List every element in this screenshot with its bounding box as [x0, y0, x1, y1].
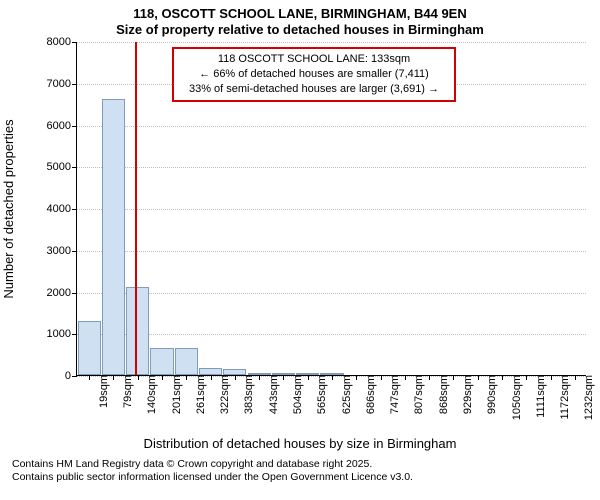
x-tick-mark	[356, 375, 357, 380]
histogram-bar	[102, 99, 125, 375]
x-tick-label: 504sqm	[290, 375, 304, 414]
chart-title: 118, OSCOTT SCHOOL LANE, BIRMINGHAM, B44…	[0, 0, 600, 39]
x-tick-label: 201sqm	[169, 375, 183, 414]
histogram-bar	[150, 348, 173, 375]
histogram-bar	[175, 348, 198, 375]
x-tick-label: 383sqm	[241, 375, 255, 414]
x-tick-label: 625sqm	[339, 375, 353, 414]
x-tick-label: 443sqm	[266, 375, 280, 414]
title-line2: Size of property relative to detached ho…	[0, 22, 600, 38]
y-gridline	[77, 293, 586, 294]
x-tick-mark	[235, 375, 236, 380]
infobox-line2: ← 66% of detached houses are smaller (7,…	[180, 67, 448, 82]
y-axis-label: Number of detached properties	[1, 119, 16, 298]
x-tick-mark	[381, 375, 382, 380]
footer-line2: Contains public sector information licen…	[12, 471, 588, 484]
y-tick-label: 5000	[47, 161, 77, 173]
x-tick-label: 79sqm	[120, 375, 134, 408]
x-tick-mark	[575, 375, 576, 380]
y-gridline	[77, 251, 586, 252]
y-tick-label: 0	[65, 370, 77, 382]
x-tick-label: 322sqm	[217, 375, 231, 414]
x-tick-mark	[453, 375, 454, 380]
x-tick-mark	[113, 375, 114, 380]
y-tick-label: 7000	[47, 78, 77, 90]
histogram-bar	[126, 287, 149, 375]
y-tick-label: 8000	[47, 36, 77, 48]
x-tick-label: 1050sqm	[509, 375, 523, 420]
title-line1: 118, OSCOTT SCHOOL LANE, BIRMINGHAM, B44…	[0, 6, 600, 22]
x-tick-label: 140sqm	[144, 375, 158, 414]
y-gridline	[77, 334, 586, 335]
x-tick-mark	[478, 375, 479, 380]
x-tick-label: 565sqm	[314, 375, 328, 414]
x-tick-mark	[502, 375, 503, 380]
footer-line1: Contains HM Land Registry data © Crown c…	[12, 458, 588, 471]
x-tick-mark	[332, 375, 333, 380]
footer-attribution: Contains HM Land Registry data © Crown c…	[12, 458, 588, 484]
x-tick-label: 807sqm	[411, 375, 425, 414]
reference-info-box: 118 OSCOTT SCHOOL LANE: 133sqm ← 66% of …	[172, 47, 456, 102]
x-tick-mark	[551, 375, 552, 380]
x-tick-label: 929sqm	[460, 375, 474, 414]
infobox-line3: 33% of semi-detached houses are larger (…	[180, 82, 448, 97]
x-tick-label: 868sqm	[436, 375, 450, 414]
x-tick-mark	[211, 375, 212, 380]
y-tick-label: 4000	[47, 203, 77, 215]
reference-line	[135, 42, 137, 375]
y-tick-label: 6000	[47, 120, 77, 132]
y-gridline	[77, 167, 586, 168]
chart-container: { "title_line1": "118, OSCOTT SCHOOL LAN…	[0, 0, 600, 500]
x-tick-mark	[526, 375, 527, 380]
x-tick-mark	[138, 375, 139, 380]
y-tick-label: 1000	[47, 328, 77, 340]
x-tick-label: 1172sqm	[557, 375, 571, 419]
histogram-bar	[78, 321, 101, 375]
x-tick-label: 1111sqm	[533, 375, 547, 418]
x-tick-label: 19sqm	[96, 375, 110, 408]
x-tick-label: 1232sqm	[581, 375, 595, 420]
y-tick-label: 2000	[47, 287, 77, 299]
x-tick-mark	[162, 375, 163, 380]
x-tick-label: 990sqm	[484, 375, 498, 414]
x-tick-mark	[259, 375, 260, 380]
y-gridline	[77, 42, 586, 43]
x-tick-mark	[308, 375, 309, 380]
x-axis-label: Distribution of detached houses by size …	[144, 436, 457, 451]
x-tick-label: 747sqm	[387, 375, 401, 414]
y-tick-label: 3000	[47, 245, 77, 257]
x-tick-label: 261sqm	[193, 375, 207, 414]
x-tick-mark	[429, 375, 430, 380]
histogram-bar	[199, 368, 222, 375]
infobox-line1: 118 OSCOTT SCHOOL LANE: 133sqm	[180, 52, 448, 67]
x-tick-mark	[405, 375, 406, 380]
x-tick-mark	[89, 375, 90, 380]
x-tick-mark	[186, 375, 187, 380]
x-tick-mark	[283, 375, 284, 380]
x-tick-label: 686sqm	[363, 375, 377, 414]
y-gridline	[77, 209, 586, 210]
y-gridline	[77, 126, 586, 127]
